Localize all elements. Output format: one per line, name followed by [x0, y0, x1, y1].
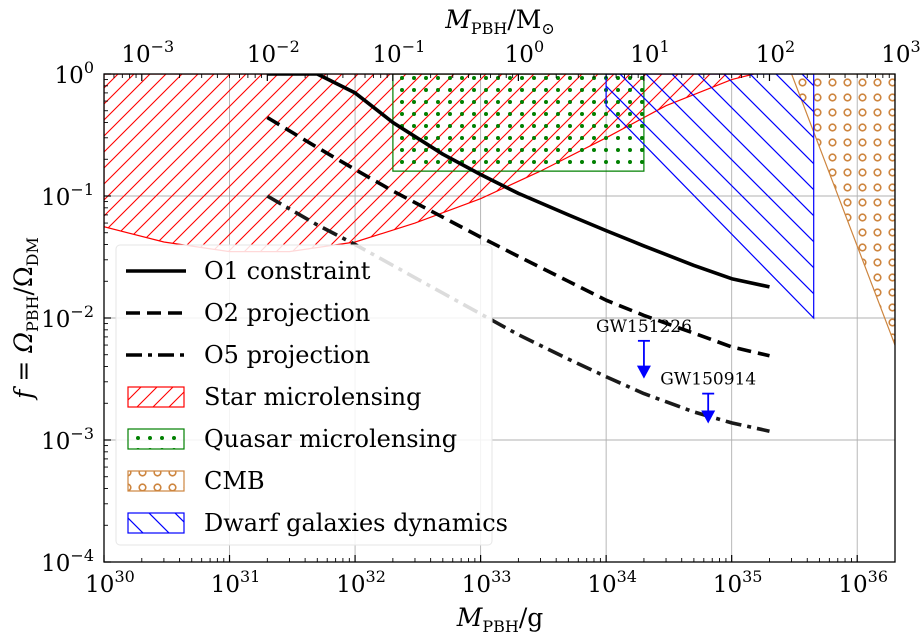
top-axis-title: MPBH/M⊙ [444, 5, 555, 38]
top-tick-label: 102 [756, 37, 795, 68]
legend-label: Star microlensing [204, 383, 421, 411]
annotation-label: GW150914 [660, 370, 756, 390]
legend-swatch-patch [127, 386, 185, 408]
legend-item: O5 projection [126, 341, 370, 369]
annotation-label: GW151226 [596, 317, 692, 337]
x-tick-label: 1036 [838, 567, 888, 598]
top-tick-label: 101 [630, 37, 669, 68]
regions [104, 74, 895, 346]
legend-item: Star microlensing [127, 383, 421, 411]
y-tick-label: 10−1 [41, 180, 94, 211]
region-cmb [790, 74, 895, 346]
x-tick-label: 1033 [462, 567, 512, 598]
legend-label: O1 constraint [204, 257, 371, 285]
x-tick-label: 1032 [336, 567, 386, 598]
legend-swatch-patch [127, 428, 185, 450]
series-o1-constraint [267, 74, 770, 289]
region-dwarf-galaxies-dynamics [605, 74, 815, 320]
x-tick-label: 1034 [587, 567, 637, 598]
x-tick-label: 1030 [85, 567, 135, 598]
legend-label: Dwarf galaxies dynamics [204, 509, 508, 537]
top-tick-label: 10−1 [372, 37, 425, 68]
x-tick-label: 1035 [713, 567, 763, 598]
legend-box [115, 244, 493, 546]
top-tick-label: 10−3 [121, 37, 174, 68]
top-tick-label: 100 [505, 37, 544, 68]
y-tick-label: 10−4 [41, 546, 94, 577]
annotation-gw151226: GW151226 [596, 317, 692, 379]
annotation-gw150914: GW150914 [660, 370, 756, 424]
legend-item: Dwarf galaxies dynamics [127, 509, 508, 537]
y-axis-title: f = ΩPBH/ΩDM [9, 237, 42, 401]
axis-ticks: 1030 1031 1032 1033 1034 1035 1036 10−4 10−3 10−2… [41, 37, 921, 598]
legend-swatch-patch [127, 470, 185, 492]
legend-item: Quasar microlensing [127, 425, 457, 453]
x-axis-title: MPBH/g [456, 603, 544, 636]
legend-label: Quasar microlensing [204, 425, 457, 453]
legend-label: CMB [204, 467, 265, 495]
y-tick-label: 100 [55, 58, 94, 89]
legend-label: O5 projection [204, 341, 370, 369]
legend-item: O2 projection [126, 299, 370, 327]
annotations: GW151226 GW150914 [596, 317, 756, 424]
top-tick-label: 10−2 [247, 37, 300, 68]
legend-item: O1 constraint [126, 257, 371, 285]
x-tick-label: 1031 [211, 567, 261, 598]
legend-swatch-patch [127, 512, 185, 534]
y-tick-label: 10−2 [41, 302, 94, 333]
region-quasar-microlensing [392, 74, 645, 172]
legend-item: CMB [127, 467, 265, 495]
annotation-arrow [636, 365, 651, 379]
annotation-arrow [701, 410, 716, 424]
legend-label: O2 projection [204, 299, 370, 327]
top-tick-label: 103 [881, 37, 920, 68]
legend: O1 constraint O2 projection O5 projection S… [115, 244, 508, 546]
y-tick-label: 10−3 [41, 424, 94, 455]
